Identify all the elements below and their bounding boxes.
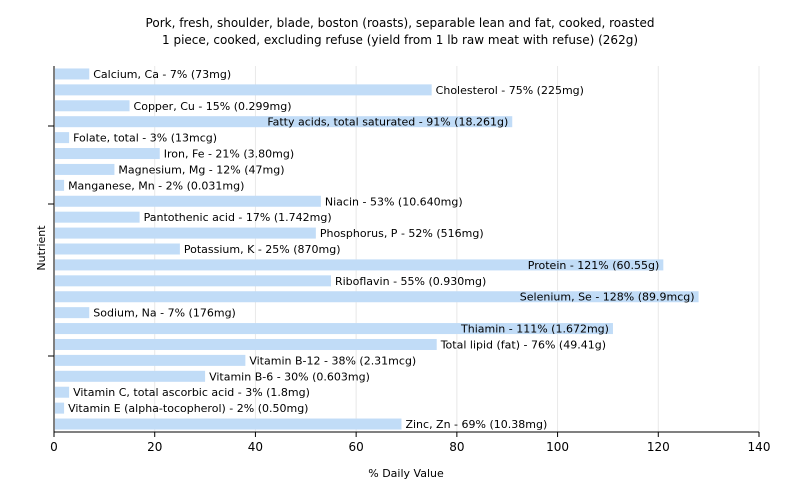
bar xyxy=(55,402,65,414)
x-tick-label: 100 xyxy=(546,440,569,454)
bar-label: Iron, Fe - 21% (3.80mg) xyxy=(164,148,294,161)
bar-label: Pantothenic acid - 17% (1.742mg) xyxy=(144,211,332,224)
x-axis-label: % Daily Value xyxy=(368,467,444,480)
bar-label: Vitamin B-6 - 30% (0.603mg) xyxy=(209,370,370,383)
bar xyxy=(55,211,140,223)
bar xyxy=(55,132,70,144)
bar-label: Copper, Cu - 15% (0.299mg) xyxy=(134,100,292,113)
bar xyxy=(55,68,90,80)
bar xyxy=(55,195,321,207)
x-tick-label: 80 xyxy=(449,440,464,454)
bar-label: Cholesterol - 75% (225mg) xyxy=(436,84,584,97)
bar xyxy=(55,307,90,319)
bar-label: Fatty acids, total saturated - 91% (18.2… xyxy=(267,116,508,129)
chart-title: Pork, fresh, shoulder, blade, boston (ro… xyxy=(146,16,655,30)
bar-label: Potassium, K - 25% (870mg) xyxy=(184,243,341,256)
bar xyxy=(55,354,246,366)
bar-label: Zinc, Zn - 69% (10.38mg) xyxy=(405,418,547,431)
bar xyxy=(55,338,437,350)
x-tick-label: 60 xyxy=(349,440,364,454)
bar xyxy=(55,275,331,287)
bar xyxy=(55,163,115,175)
bar-label: Sodium, Na - 7% (176mg) xyxy=(93,307,236,320)
bar xyxy=(55,116,513,128)
x-tick-label: 140 xyxy=(748,440,771,454)
x-tick-label: 20 xyxy=(147,440,162,454)
bar xyxy=(55,227,316,239)
y-axis-label: Nutrient xyxy=(35,225,48,271)
bar-label: Vitamin E (alpha-tocopherol) - 2% (0.50m… xyxy=(68,402,308,415)
bar-label: Vitamin B-12 - 38% (2.31mcg) xyxy=(249,354,416,367)
bar-label: Folate, total - 3% (13mcg) xyxy=(73,132,217,145)
bar-label: Riboflavin - 55% (0.930mg) xyxy=(335,275,486,288)
bar xyxy=(55,243,180,255)
chart-subtitle: 1 piece, cooked, excluding refuse (yield… xyxy=(162,33,638,47)
bars xyxy=(55,68,699,430)
bar-label: Manganese, Mn - 2% (0.031mg) xyxy=(68,179,244,192)
bar xyxy=(55,179,65,191)
bar xyxy=(55,291,699,303)
bar xyxy=(55,418,402,430)
bar-label: Phosphorus, P - 52% (516mg) xyxy=(320,227,484,240)
bar-label: Calcium, Ca - 7% (73mg) xyxy=(93,68,231,81)
x-tick-label: 120 xyxy=(647,440,670,454)
x-ticks: 0 20 40 60 80 100 120 140 xyxy=(50,432,770,454)
bar xyxy=(55,370,206,382)
axes xyxy=(48,66,759,433)
bar xyxy=(55,148,160,160)
bar xyxy=(55,323,613,335)
bar-label: Total lipid (fat) - 76% (49.41g) xyxy=(440,338,606,351)
bar-label: Protein - 121% (60.55g) xyxy=(528,259,660,272)
bar xyxy=(55,386,70,398)
bar xyxy=(55,100,130,112)
bar-label: Niacin - 53% (10.640mg) xyxy=(325,195,463,208)
x-tick-label: 0 xyxy=(50,440,58,454)
bar-labels: Calcium, Ca - 7% (73mg) Cholesterol - 75%… xyxy=(68,68,695,431)
bar xyxy=(55,84,432,96)
bar-label: Vitamin C, total ascorbic acid - 3% (1.8… xyxy=(73,386,310,399)
bar xyxy=(55,259,664,271)
bar-label: Magnesium, Mg - 12% (47mg) xyxy=(118,163,284,176)
bar-label: Thiamin - 111% (1.672mg) xyxy=(460,323,609,336)
x-tick-label: 40 xyxy=(248,440,263,454)
bar-label: Selenium, Se - 128% (89.9mcg) xyxy=(520,291,695,304)
